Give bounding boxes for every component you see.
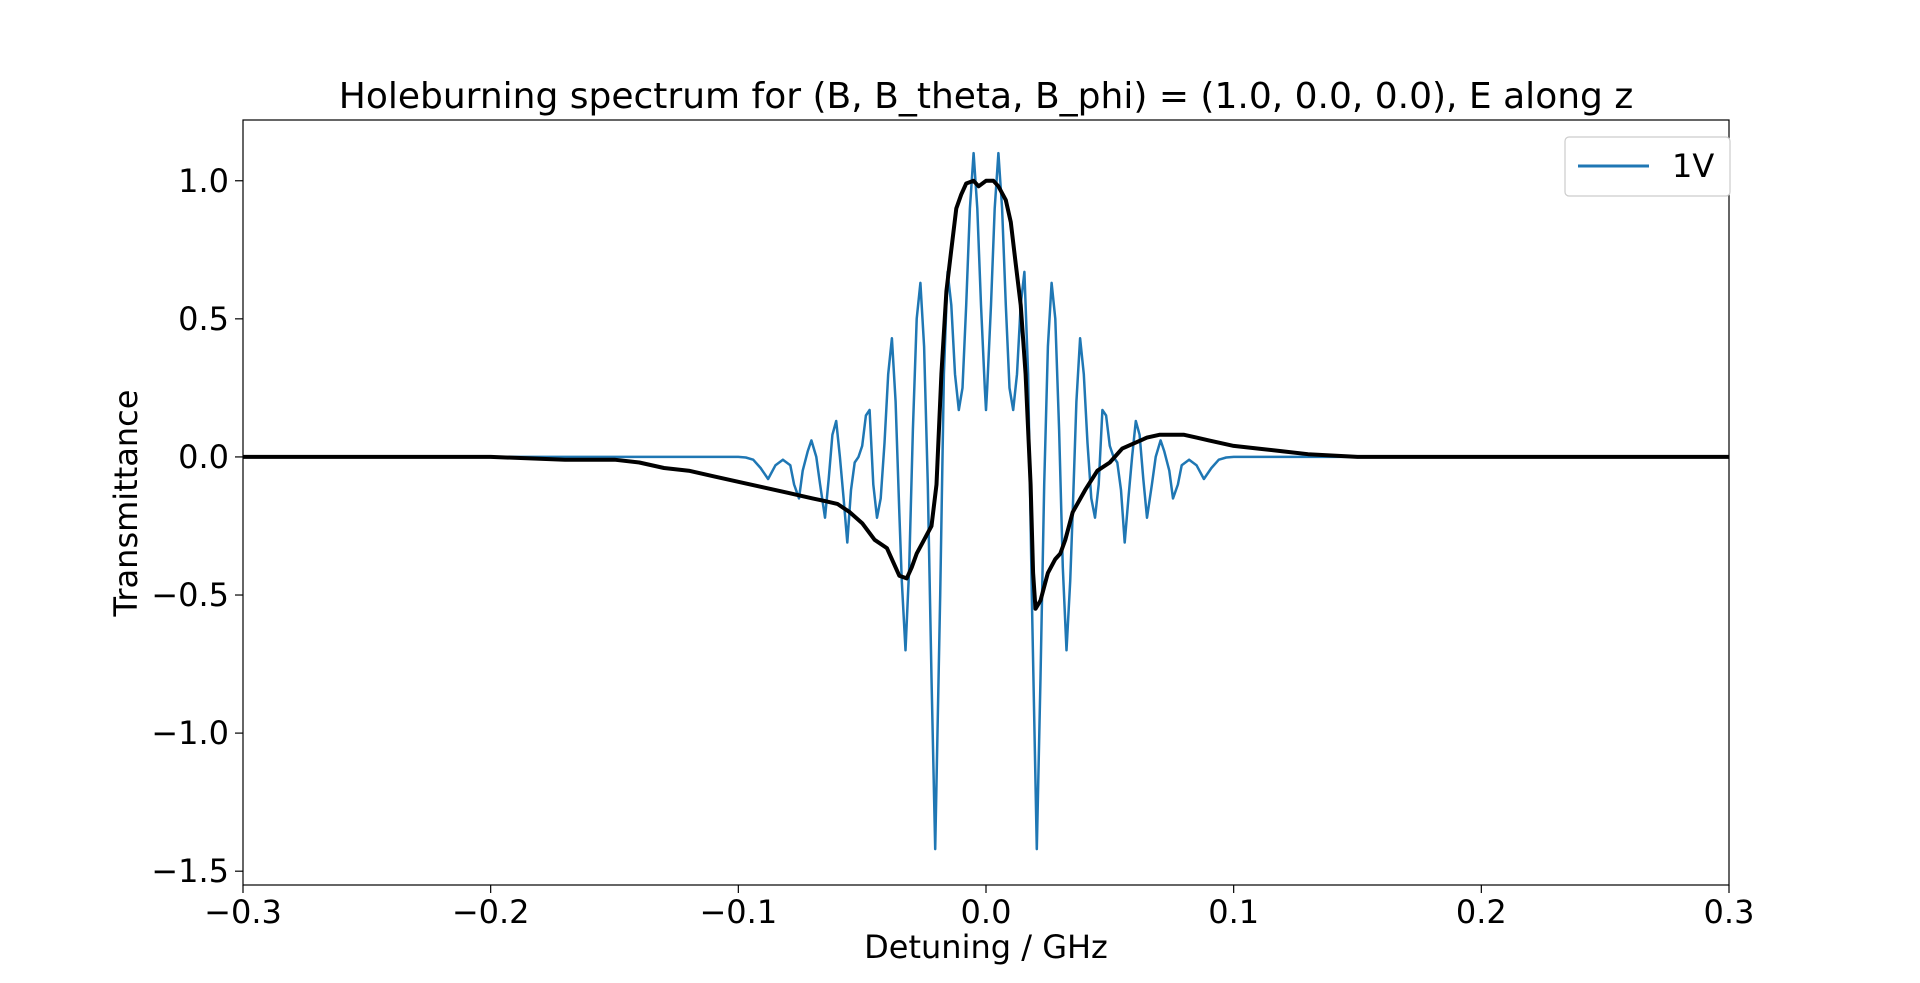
chart-title: Holeburning spectrum for (B, B_theta, B_… (339, 76, 1633, 117)
legend-label-1v: 1V (1672, 147, 1714, 185)
y-tick-label: −0.5 (151, 576, 229, 614)
y-tick-label: −1.5 (151, 852, 229, 890)
x-ticks: −0.3 −0.2 −0.1 0.0 0.1 0.2 0.3 (204, 885, 1754, 931)
y-tick-label: −1.0 (151, 714, 229, 752)
legend: 1V (1564, 136, 1731, 197)
x-tick-label: 0.2 (1456, 893, 1507, 931)
y-ticks: 1.0 0.5 0.0 −0.5 −1.0 −1.5 (151, 162, 243, 890)
x-tick-label: −0.3 (204, 893, 282, 931)
x-tick-label: 0.1 (1208, 893, 1259, 931)
plot-frame (242, 119, 1730, 886)
y-tick-label: 0.5 (178, 300, 229, 338)
series-line-2 (243, 178, 1729, 611)
plot-lines (243, 151, 1729, 851)
y-tick-label: 0.0 (178, 438, 229, 476)
x-tick-label: −0.2 (452, 893, 530, 931)
y-axis-label: Transmittance (107, 390, 145, 618)
y-tick-label: 1.0 (178, 162, 229, 200)
x-tick-label: 0.3 (1704, 893, 1755, 931)
series-line-1 (243, 151, 1729, 851)
x-tick-label: 0.0 (961, 893, 1012, 931)
x-axis-label: Detuning / GHz (864, 928, 1108, 966)
x-tick-label: −0.1 (699, 893, 777, 931)
